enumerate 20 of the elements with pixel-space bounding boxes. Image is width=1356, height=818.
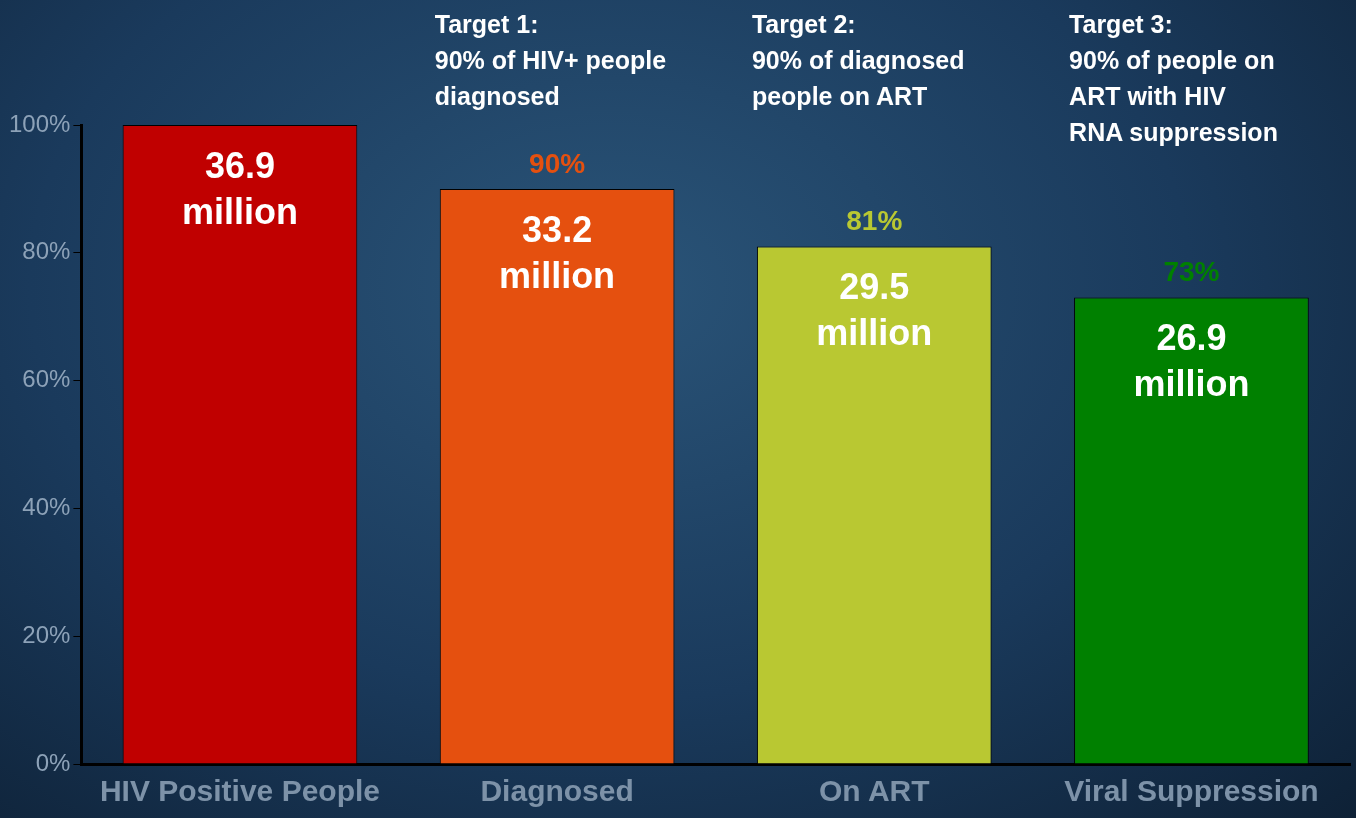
data-label: 90%	[529, 147, 586, 179]
y-tick-label: 100%	[8, 109, 71, 137]
y-tick-label: 20%	[22, 620, 71, 648]
x-tick-label: HIV Positive People	[99, 774, 381, 808]
annotation: 29.5 million	[816, 266, 933, 354]
data-label: 73%	[1163, 256, 1220, 288]
x-tick-label: Diagnosed	[480, 774, 634, 808]
y-tick-label: 0%	[35, 748, 71, 776]
y-tick-label: 40%	[22, 493, 71, 521]
annotation: 33.2 million	[499, 208, 616, 296]
y-tick-label: 60%	[22, 365, 71, 393]
y-tick-label: 80%	[22, 237, 71, 265]
annotation: Target 3: 90% of people on ART with HIV RNA suppression	[1069, 10, 1278, 147]
annotation: 36.9 million	[181, 144, 298, 232]
text: Target 2: 90% of diagnosed people on ART	[751, 10, 965, 111]
text: Target 1: 90% of HIV+ people diagnosed	[434, 10, 667, 111]
annotation: 26.9 million	[1133, 317, 1250, 405]
data-label: 81%	[846, 205, 903, 237]
x-tick-label: On ART	[819, 774, 930, 808]
x-tick-label: Viral Suppression	[1064, 774, 1319, 808]
